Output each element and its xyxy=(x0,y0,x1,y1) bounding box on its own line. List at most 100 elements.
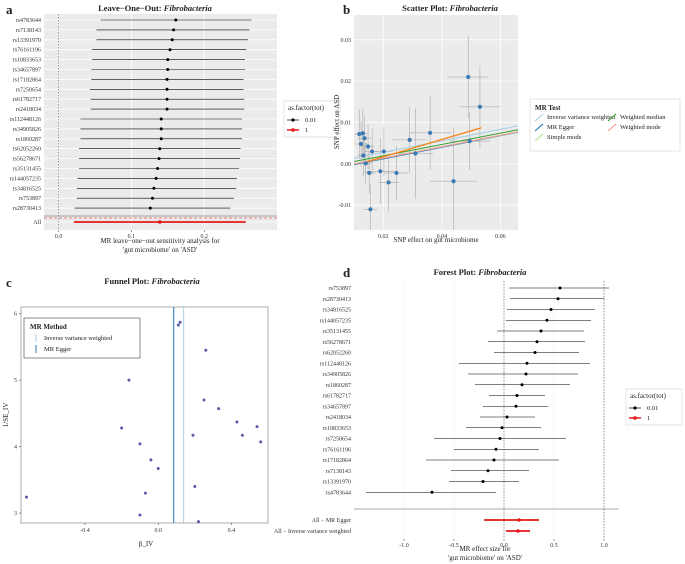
funnel-point xyxy=(193,484,197,488)
snp-label: rs13391970 xyxy=(323,480,351,486)
x-tick-label: 0.2 xyxy=(200,234,208,240)
panel-b-title-taxon: Fibrobacteria xyxy=(449,3,499,13)
panel-b-letter: b xyxy=(343,2,350,17)
panel-d-labels: rs753897 rs28730413 rs34816525 rs144057235 r… xyxy=(274,286,608,549)
y-tick-label: 4 xyxy=(14,445,17,451)
x-tick-label: -1.0 xyxy=(399,543,409,549)
panel-d-legend: as.factor(tot) 0.01 1 xyxy=(625,388,683,426)
panel-b-legend-item-3: Weighted median xyxy=(620,114,666,121)
snp-label: rs62052260 xyxy=(323,351,351,357)
snp-point xyxy=(451,179,456,184)
panel-c-legend: MR Method Inverse variance weighted MR E… xyxy=(23,317,141,359)
panel-b-scatter: b Scatter Plot: Fibrobacteria 0.02 0.04 0.… xyxy=(333,2,681,244)
summary-point xyxy=(517,518,521,522)
panel-d-legend-item-1: 1 xyxy=(647,415,650,422)
funnel-point xyxy=(156,467,160,471)
funnel-point xyxy=(255,425,259,429)
panel-a-letter: a xyxy=(6,2,13,17)
snp-label: rs34816525 xyxy=(13,186,41,192)
y-tick-label: 0.00 xyxy=(341,162,352,168)
panel-c-funnel: c Funnel Plot: Fibrobacteria -0.4 0.0 0.4 3… xyxy=(2,275,269,548)
snp-label: rs7138143 xyxy=(16,28,41,34)
panel-a-legend: as.factor(tot) 0.01 1 xyxy=(283,100,341,138)
snp-label: rs2418034 xyxy=(326,415,351,421)
funnel-point xyxy=(191,433,195,437)
estimate-point xyxy=(556,297,560,301)
x-tick-label: -0.4 xyxy=(80,528,90,534)
panel-d-plot-area xyxy=(354,281,619,539)
funnel-point xyxy=(176,323,180,327)
estimate-point xyxy=(514,404,518,408)
funnel-point xyxy=(149,458,153,462)
fit-line xyxy=(364,127,482,164)
panel-b-legend-item-2: Simple mode xyxy=(547,134,582,141)
snp-label: rs34905826 xyxy=(13,127,41,133)
snp-label: rs28730413 xyxy=(13,206,41,212)
funnel-point xyxy=(202,398,206,402)
snp-label: rs2418034 xyxy=(16,107,41,113)
snp-label: rs1860287 xyxy=(16,137,41,143)
snp-label: rs34657897 xyxy=(323,404,351,410)
funnel-point xyxy=(138,513,142,517)
x-tick-label: 0.4 xyxy=(228,528,236,534)
snp-label: rs61782717 xyxy=(13,97,41,103)
snp-point xyxy=(365,144,371,149)
snp-point xyxy=(428,130,433,135)
snp-label: rs7250654 xyxy=(326,437,351,443)
panel-b-ylabel: SNP effect on ASD xyxy=(333,95,341,149)
panel-a-legend-title: as.factor(tot) xyxy=(288,104,325,112)
panel-b-marks xyxy=(354,35,518,230)
snp-label: rs76161196 xyxy=(13,48,41,54)
estimate-point xyxy=(558,286,562,290)
panel-a-xlabel-line1: MR leave−one−out sensitivity analysis fo… xyxy=(100,237,220,245)
legend-line-icon xyxy=(607,123,617,132)
panel-d-xlabel-line2: 'gut microbiome' on 'ASD' xyxy=(448,554,522,562)
x-tick-label: 0.1 xyxy=(128,234,136,240)
panel-d-title: Forest Plot: Fibrobacteria xyxy=(434,267,528,277)
estimate-point xyxy=(545,318,549,322)
panel-a-title-taxon: Fibrobacteria xyxy=(163,3,213,13)
estimate-point xyxy=(505,415,509,419)
snp-label: rs76161196 xyxy=(323,447,351,453)
estimate-point xyxy=(494,447,498,451)
panel-a-plot-area xyxy=(44,14,277,230)
funnel-point xyxy=(235,420,239,424)
panel-a-legend-item-0: 0.01 xyxy=(305,117,316,124)
panel-d-title-prefix: Forest Plot: xyxy=(434,267,479,277)
snp-label: rs144057235 xyxy=(10,176,41,182)
panel-b-grid xyxy=(354,15,518,230)
snp-point xyxy=(368,207,373,212)
summary-label: All xyxy=(33,220,41,226)
funnel-point xyxy=(120,426,124,430)
estimate-point xyxy=(156,167,160,170)
estimate-point xyxy=(150,196,154,200)
x-tick-label: 1.0 xyxy=(600,543,608,549)
snp-label: rs112448126 xyxy=(10,117,41,123)
panel-d-title-taxon: Fibrobacteria xyxy=(477,267,527,277)
panel-a-legend-item-1: 1 xyxy=(305,127,308,134)
snp-label: rs4783644 xyxy=(326,490,351,496)
snp-label: rs56278671 xyxy=(13,157,41,163)
snp-label: rs62052260 xyxy=(13,147,41,153)
snp-label: rs4783644 xyxy=(16,18,41,24)
summary-point xyxy=(516,529,520,533)
estimate-point xyxy=(500,426,504,430)
snp-label: rs1860287 xyxy=(326,383,351,389)
y-tick-label: 0.01 xyxy=(341,121,352,127)
funnel-point xyxy=(204,348,208,352)
estimate-point xyxy=(166,68,170,71)
panel-c-marks xyxy=(24,307,263,524)
panel-c-title-prefix: Funnel Plot: xyxy=(104,276,151,286)
estimate-point xyxy=(174,18,178,22)
estimate-point xyxy=(166,58,170,62)
panel-b-legend-items: Inverse variance weighted MR Egger Simple … xyxy=(534,113,666,142)
panel-c-title: Funnel Plot: Fibrobacteria xyxy=(104,276,200,286)
snp-point xyxy=(407,137,412,142)
estimate-point xyxy=(168,48,172,52)
snp-point xyxy=(370,149,375,154)
snp-point xyxy=(467,139,472,144)
snp-label: rs34816525 xyxy=(323,308,351,314)
panel-a-marks xyxy=(44,14,277,230)
estimate-point xyxy=(430,490,434,494)
panel-b-title-prefix: Scatter Plot: xyxy=(402,3,450,13)
